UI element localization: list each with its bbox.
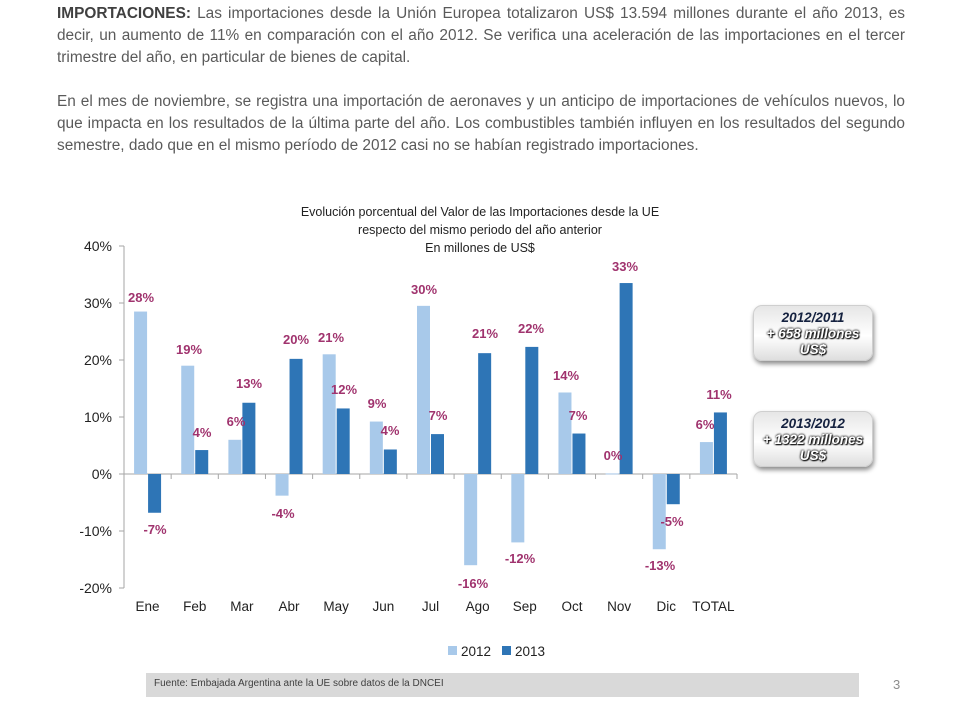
bar-2012 bbox=[275, 474, 289, 496]
bar-2012 bbox=[699, 442, 713, 474]
legend-swatch-2013 bbox=[502, 646, 511, 655]
chart-title-line-2: respecto del mismo periodo del año anter… bbox=[358, 223, 602, 237]
callout-2012-2011: 2012/2011 + 658 millones US$ bbox=[753, 305, 873, 361]
bar-2013 bbox=[572, 433, 586, 474]
chart-title-line-3: En millones de US$ bbox=[425, 241, 535, 255]
x-tick-label: Dic bbox=[657, 599, 677, 614]
data-label-2013: 7% bbox=[569, 408, 588, 423]
paragraph-body: Las importaciones desde la Unión Europea… bbox=[57, 5, 905, 66]
x-tick-label: Ene bbox=[136, 599, 160, 614]
data-label-2013: 11% bbox=[706, 387, 732, 402]
chart-title-line-1: Evolución porcentual del Valor de las Im… bbox=[300, 205, 660, 219]
x-tick-label: May bbox=[323, 599, 349, 614]
data-label-2013: 4% bbox=[381, 423, 400, 438]
data-label-2013: -7% bbox=[143, 522, 167, 537]
bar-2012 bbox=[652, 474, 666, 550]
data-label-2012: 9% bbox=[368, 396, 387, 411]
importaciones-paragraph: IMPORTACIONES: Las importaciones desde l… bbox=[57, 3, 905, 69]
data-label-2012: 19% bbox=[176, 342, 202, 357]
callout-unit: US$ bbox=[799, 448, 827, 463]
legend-swatch-2012 bbox=[448, 646, 457, 655]
y-tick-label: 20% bbox=[84, 352, 112, 368]
data-label-2012: -4% bbox=[271, 506, 295, 521]
bar-2012 bbox=[181, 365, 195, 474]
bar-2013 bbox=[525, 346, 539, 474]
x-tick-label: Jun bbox=[372, 599, 394, 614]
bar-2012 bbox=[605, 473, 619, 475]
data-label-2012: 6% bbox=[227, 414, 246, 429]
data-label-2012: 14% bbox=[553, 368, 579, 383]
paragraph-heading: IMPORTACIONES: bbox=[57, 5, 191, 22]
bar-2012 bbox=[134, 311, 148, 474]
bar-2013 bbox=[195, 450, 209, 474]
callout-unit: US$ bbox=[799, 342, 827, 357]
bar-2013 bbox=[431, 434, 444, 474]
x-tick-label: Nov bbox=[607, 599, 631, 614]
y-tick-label: -20% bbox=[79, 580, 112, 596]
callout-title: 2013/2012 bbox=[781, 416, 845, 431]
x-tick-label: Jul bbox=[422, 599, 439, 614]
source-text: Fuente: Embajada Argentina ante la UE so… bbox=[154, 678, 444, 689]
chart-title: Evolución porcentual del Valor de las Im… bbox=[250, 203, 710, 257]
data-label-2012: 0% bbox=[604, 448, 623, 463]
data-label-2013: 33% bbox=[612, 259, 638, 274]
y-tick-label: 40% bbox=[84, 238, 112, 254]
data-label-2012: -13% bbox=[645, 558, 676, 573]
callout-amount: + 658 millones bbox=[766, 326, 860, 341]
x-tick-label: Ago bbox=[466, 599, 490, 614]
bar-2013 bbox=[619, 283, 633, 474]
x-tick-label: Feb bbox=[183, 599, 206, 614]
y-tick-label: 0% bbox=[92, 466, 112, 482]
data-label-2013: 20% bbox=[283, 332, 309, 347]
bar-2012 bbox=[558, 392, 572, 474]
noviembre-paragraph: En el mes de noviembre, se registra una … bbox=[57, 93, 905, 154]
x-tick-label: Mar bbox=[230, 599, 254, 614]
page-number: 3 bbox=[893, 677, 901, 692]
data-label-2013: 21% bbox=[472, 326, 498, 341]
bar-2013 bbox=[289, 358, 303, 474]
bar-2013 bbox=[478, 353, 492, 474]
data-label-2013: 22% bbox=[518, 321, 544, 336]
data-label-2012: 30% bbox=[411, 282, 437, 297]
callout-2013-2012: 2013/2012 + 1322 millones US$ bbox=[753, 411, 873, 467]
legend-label-2012: 2012 bbox=[461, 644, 491, 659]
data-label-2012: -12% bbox=[505, 551, 536, 566]
data-label-2013: 4% bbox=[193, 425, 212, 440]
bar-2013 bbox=[383, 449, 397, 474]
data-label-2013: 12% bbox=[331, 382, 357, 397]
legend-label-2013: 2013 bbox=[515, 644, 545, 659]
x-tick-label: Sep bbox=[513, 599, 537, 614]
x-tick-label: Oct bbox=[561, 599, 582, 614]
bar-2012 bbox=[369, 421, 383, 474]
bar-2012 bbox=[417, 305, 430, 474]
data-label-2012: 6% bbox=[696, 417, 715, 432]
y-tick-label: 30% bbox=[84, 295, 112, 311]
callout-amount: + 1322 millones bbox=[762, 432, 864, 447]
data-label-2013: 13% bbox=[236, 376, 262, 391]
bar-2012 bbox=[228, 439, 242, 474]
x-tick-label: Abr bbox=[279, 599, 301, 614]
data-label-2013: -5% bbox=[660, 514, 684, 529]
data-label-2012: 21% bbox=[318, 330, 344, 345]
data-label-2013: 7% bbox=[429, 408, 448, 423]
bar-2013 bbox=[666, 474, 680, 505]
y-tick-label: -10% bbox=[79, 523, 112, 539]
bar-2013 bbox=[242, 402, 256, 474]
bar-2012 bbox=[322, 354, 336, 474]
bar-2013 bbox=[336, 408, 350, 474]
y-tick-label: 10% bbox=[84, 409, 112, 425]
x-tick-label: TOTAL bbox=[692, 599, 735, 614]
source-footer: Fuente: Embajada Argentina ante la UE so… bbox=[146, 673, 859, 697]
callout-title: 2012/2011 bbox=[781, 310, 845, 325]
bar-2012 bbox=[464, 474, 478, 566]
bar-2013 bbox=[148, 474, 162, 513]
bar-2013 bbox=[713, 412, 727, 474]
data-label-2012: 28% bbox=[128, 290, 154, 305]
bar-2012 bbox=[511, 474, 525, 543]
data-label-2012: -16% bbox=[458, 576, 489, 591]
